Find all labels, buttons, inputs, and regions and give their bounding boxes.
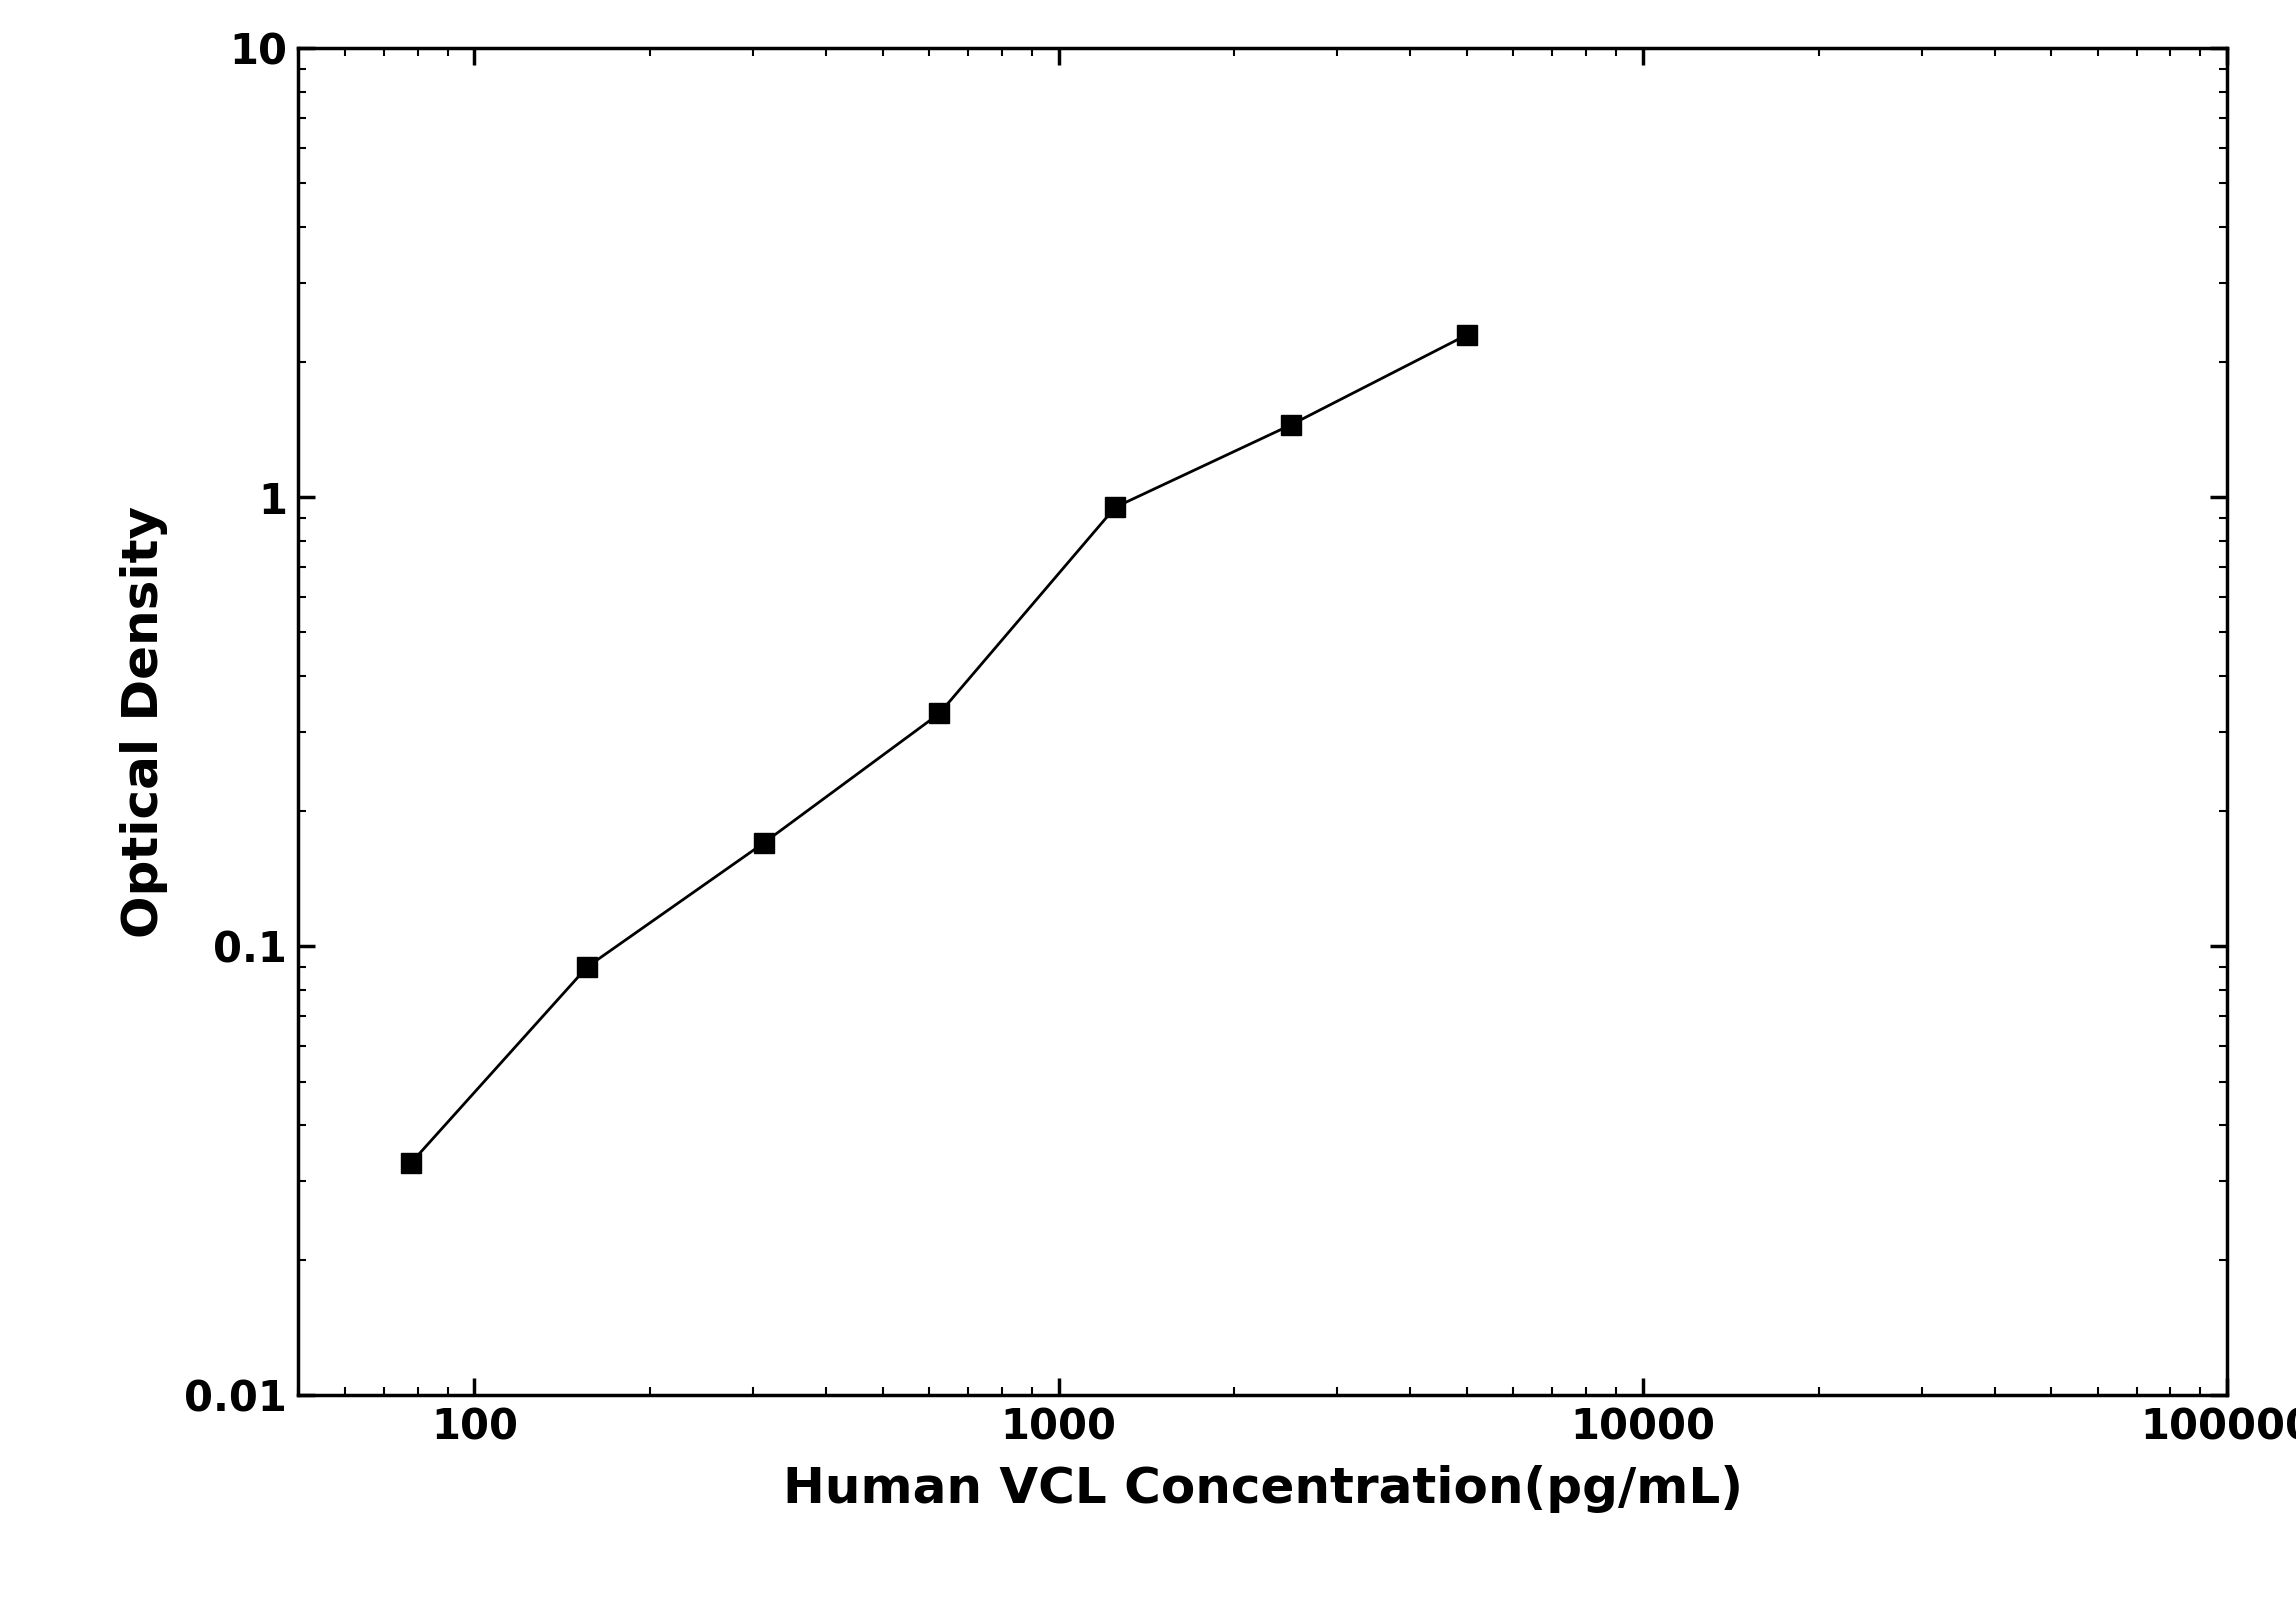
X-axis label: Human VCL Concentration(pg/mL): Human VCL Concentration(pg/mL) (783, 1466, 1743, 1513)
Y-axis label: Optical Density: Optical Density (119, 505, 168, 938)
